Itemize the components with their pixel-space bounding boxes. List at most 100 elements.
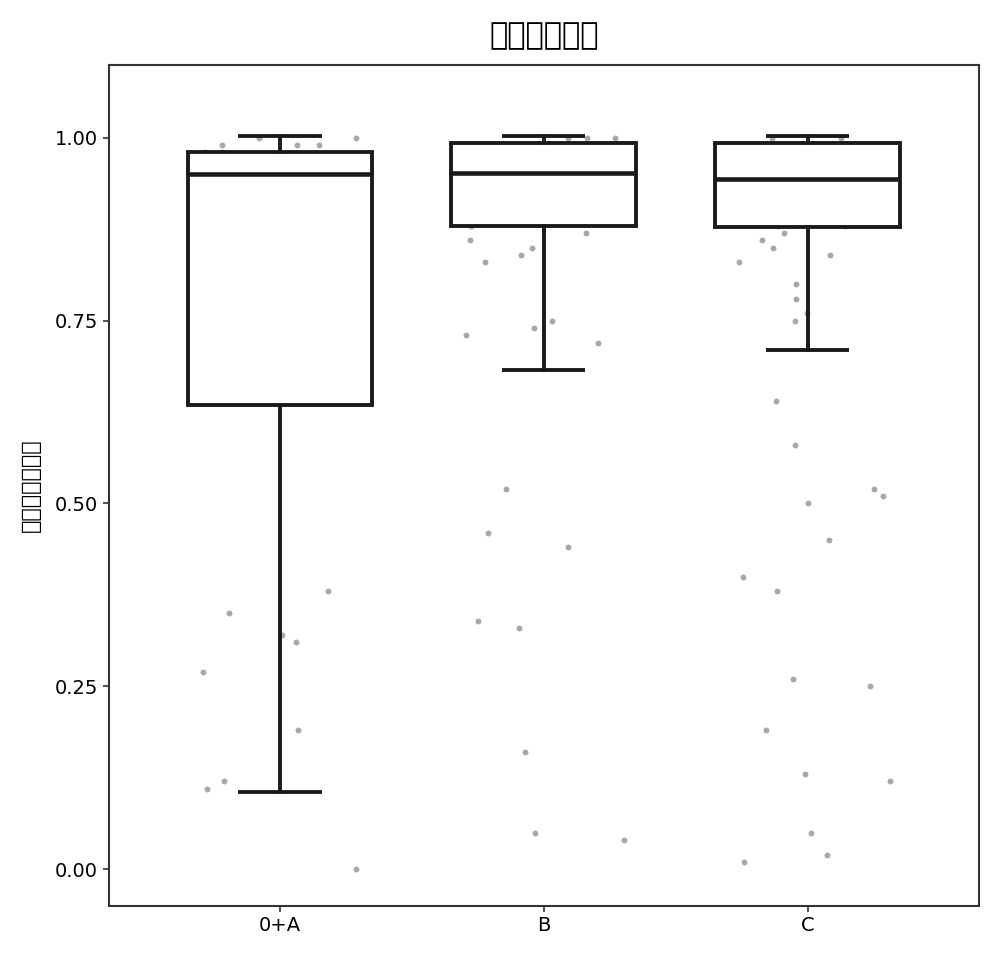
Point [191, 160, 207, 175]
Point [524, 240, 540, 255]
Point [838, 204, 854, 219]
Point [334, 152, 350, 167]
Point [746, 174, 762, 189]
Point [492, 144, 508, 160]
Point [288, 635, 304, 650]
Point [837, 218, 853, 233]
Point [320, 583, 336, 598]
Point [214, 144, 230, 160]
Point [463, 218, 479, 233]
Point [805, 188, 821, 204]
Point [544, 144, 560, 160]
Point [578, 182, 594, 197]
Point [311, 138, 327, 153]
Point [821, 532, 837, 548]
Point [351, 160, 367, 175]
Point [523, 174, 539, 189]
Y-axis label: 单碱基替换分值: 单碱基替换分值 [21, 439, 41, 532]
Point [862, 679, 878, 694]
Point [781, 152, 797, 167]
Point [607, 130, 623, 145]
Point [590, 335, 606, 350]
Point [800, 496, 816, 511]
Point [822, 196, 838, 211]
Point [859, 204, 875, 219]
Point [527, 825, 543, 840]
Point [805, 182, 821, 197]
Point [770, 218, 786, 233]
Point [578, 226, 594, 241]
Point [788, 291, 804, 306]
Point [197, 144, 213, 160]
Point [866, 481, 882, 496]
Point [291, 248, 307, 263]
Point [754, 232, 770, 248]
Point [769, 583, 785, 598]
Point [819, 847, 835, 862]
Point [481, 196, 497, 211]
Point [328, 166, 344, 182]
Point [506, 138, 522, 153]
Point [526, 320, 542, 336]
Point [765, 240, 781, 255]
Point [528, 188, 544, 204]
Point [249, 350, 265, 365]
Point [513, 248, 529, 263]
Point [584, 138, 600, 153]
Point [519, 144, 535, 160]
Bar [451, 143, 636, 226]
Point [787, 437, 803, 452]
Point [833, 130, 849, 145]
Point [875, 489, 891, 504]
Point [543, 138, 559, 153]
Point [480, 525, 496, 540]
Point [787, 138, 803, 153]
Point [221, 605, 237, 620]
Bar [188, 152, 372, 404]
Point [239, 182, 255, 197]
Point [307, 152, 323, 167]
Point [517, 745, 533, 760]
Point [808, 138, 824, 153]
Point [838, 160, 854, 175]
Point [218, 174, 234, 189]
Point [211, 254, 227, 270]
Point [348, 861, 364, 877]
Point [831, 144, 847, 160]
Point [782, 166, 798, 182]
Point [797, 767, 813, 782]
Point [498, 481, 514, 496]
Point [882, 773, 898, 789]
Point [776, 226, 792, 241]
Point [462, 232, 478, 248]
Point [571, 166, 587, 182]
Point [460, 204, 476, 219]
Point [837, 138, 853, 153]
Point [788, 276, 804, 292]
Point [593, 152, 609, 167]
Point [199, 781, 215, 796]
Point [768, 394, 784, 409]
Point [470, 613, 486, 628]
Point [477, 254, 493, 270]
Point [290, 723, 306, 738]
Point [785, 671, 801, 686]
Point [803, 825, 819, 840]
Point [736, 855, 752, 870]
Point [274, 627, 290, 642]
Point [458, 328, 474, 343]
Point [579, 130, 595, 145]
Point [466, 138, 482, 153]
Point [216, 773, 232, 789]
Point [789, 160, 805, 175]
Point [840, 166, 856, 182]
Point [818, 210, 834, 226]
Point [616, 833, 632, 848]
Point [276, 188, 292, 204]
Point [214, 138, 230, 153]
Point [223, 166, 239, 182]
Point [799, 306, 815, 321]
Point [758, 723, 774, 738]
Point [511, 620, 527, 636]
Point [754, 138, 770, 153]
